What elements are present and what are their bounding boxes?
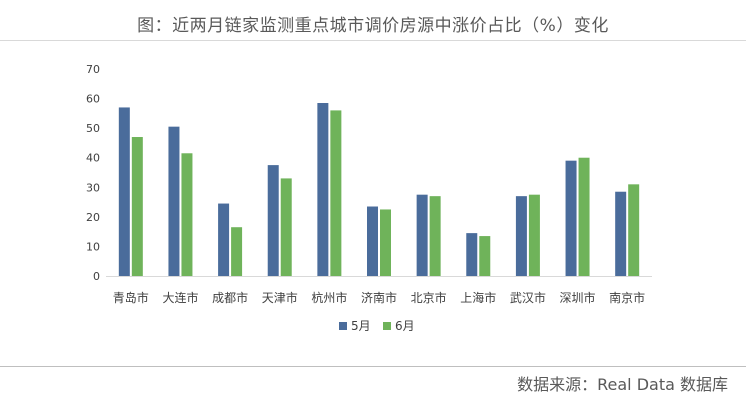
- x-tick-label: 杭州市: [311, 290, 347, 305]
- legend-swatch: [339, 322, 347, 330]
- y-tick-label: 70: [86, 63, 100, 76]
- bar: [218, 203, 230, 276]
- y-tick-label: 50: [86, 122, 100, 135]
- bar: [628, 184, 640, 276]
- x-tick-label: 大连市: [162, 290, 198, 305]
- bar: [565, 160, 577, 276]
- x-tick-label: 北京市: [411, 290, 447, 305]
- y-tick-label: 60: [86, 93, 100, 106]
- bar: [367, 206, 378, 276]
- data-source: 数据来源：Real Data 数据库: [517, 375, 728, 394]
- bar: [131, 137, 143, 276]
- bar: [429, 196, 441, 276]
- bar: [181, 153, 193, 276]
- bar: [118, 107, 130, 276]
- x-tick-label: 深圳市: [560, 290, 596, 305]
- bar: [615, 191, 627, 276]
- bar: [466, 233, 478, 276]
- chart-title: 图：近两月链家监测重点城市调价房源中涨价占比（%）变化: [137, 16, 609, 36]
- x-tick-label: 上海市: [460, 290, 496, 305]
- bar: [280, 178, 292, 276]
- bar: [317, 103, 329, 276]
- bar: [528, 194, 540, 276]
- y-tick-label: 0: [93, 270, 100, 283]
- bar-chart: 0 10 20 30 40 50 60 70 青岛市 大连市 成都市 天津市 杭州市 济南市 北京市 上海市武…: [86, 63, 652, 333]
- x-tick-label: 成都市: [212, 290, 248, 305]
- x-tick-label: 南京市: [609, 290, 645, 305]
- bar: [578, 157, 590, 276]
- legend-label: 6月: [395, 319, 415, 333]
- title-bar: 图：近两月链家监测重点城市调价房源中涨价占比（%）变化: [0, 0, 746, 41]
- x-tick-label: 天津市: [262, 290, 298, 305]
- bar: [416, 194, 428, 276]
- bar: [231, 227, 243, 276]
- bar: [168, 126, 180, 277]
- y-tick-label: 20: [86, 211, 100, 224]
- y-tick-label: 40: [86, 152, 100, 165]
- y-tick-label: 30: [86, 181, 100, 194]
- x-tick-label: 济南市: [361, 290, 397, 305]
- x-tick-label: 武汉市: [510, 290, 546, 305]
- x-tick-label: 青岛市: [113, 290, 149, 305]
- bar: [515, 196, 527, 276]
- bar: [330, 110, 342, 277]
- bar: [380, 209, 391, 276]
- bar: [267, 165, 279, 276]
- legend-swatch: [383, 322, 391, 330]
- footer-divider: [0, 366, 746, 367]
- y-tick-label: 10: [86, 240, 100, 253]
- bar: [479, 236, 491, 276]
- legend-label: 5月: [351, 319, 371, 333]
